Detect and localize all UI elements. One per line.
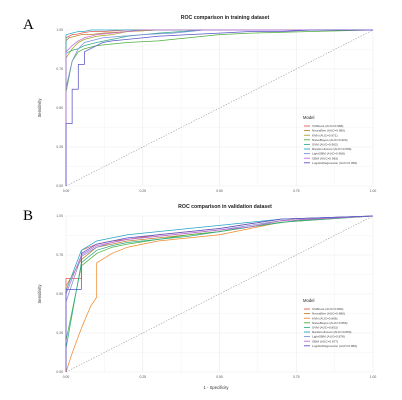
panel-letter-b: B bbox=[23, 208, 33, 224]
chart-title-training: ROC comparison in training dataset bbox=[181, 15, 270, 21]
roc-panel-validation: B ROC comparison in validation dataset S… bbox=[23, 204, 376, 390]
y-tick-label: 0.00 bbox=[56, 184, 63, 188]
roc-curves-training bbox=[65, 29, 374, 186]
roc-panel-training: A ROC comparison in training dataset Sen… bbox=[23, 15, 376, 193]
legend-title: Model bbox=[303, 115, 314, 120]
legend-entry: RandomForest (AUC=0.996) bbox=[312, 147, 351, 151]
panel-letter-a: A bbox=[23, 17, 34, 33]
legend-entry: LightGBM (AUC=0.878) bbox=[312, 335, 345, 339]
y-tick-label: 0.50 bbox=[56, 292, 63, 296]
legend-entry: NaiveBayes (AUC=0.929) bbox=[312, 138, 348, 142]
legend-entry: LogisticRegression (AUC=0.950) bbox=[312, 161, 357, 165]
y-tick-label: 0.75 bbox=[56, 67, 63, 71]
legend-entry: NeuralNet (AUC=0.880) bbox=[312, 312, 345, 316]
legend-title: Model bbox=[303, 298, 314, 303]
legend-entry: GBM (AUC=0.983) bbox=[312, 156, 338, 160]
legend-entry: GBM (AUC=0.877) bbox=[312, 339, 338, 343]
legend-entry: NeuralNet (AUC=0.980) bbox=[312, 129, 345, 133]
legend-entry: XGBoost (AUC=0.890) bbox=[312, 307, 343, 311]
diagonal-reference-line bbox=[65, 215, 374, 373]
roc-curve bbox=[65, 29, 373, 186]
y-axis-label-validation: Sensitivity bbox=[37, 284, 42, 304]
x-tick-label: 0.25 bbox=[139, 375, 146, 379]
roc-curve bbox=[65, 29, 373, 186]
legend-entry: XGBoost (AUC=0.988) bbox=[312, 124, 343, 128]
roc-curve bbox=[65, 215, 374, 372]
x-tick-label: 0.00 bbox=[63, 375, 70, 379]
x-tick-label: 0.50 bbox=[216, 189, 223, 193]
legend-entry: SVM (AUC=0.853) bbox=[312, 326, 338, 330]
y-tick-label: 1.00 bbox=[56, 28, 63, 32]
y-tick-label: 0.75 bbox=[56, 253, 63, 257]
axis-ticks-training: 0.00 0.25 0.50 0.75 1.00 0.00 0.25 0.50 0.75 1.00 bbox=[56, 28, 376, 193]
legend-validation: Model XGBoost (AUC=0.890)NeuralNet (AUC=… bbox=[303, 298, 357, 348]
roc-curve bbox=[65, 215, 374, 373]
roc-curves-validation bbox=[65, 215, 374, 373]
roc-curve bbox=[65, 29, 373, 186]
legend-entry: LightGBM (AUC=0.968) bbox=[312, 152, 345, 156]
y-axis-label-training: Sensitivity bbox=[37, 98, 42, 118]
chart-title-validation: ROC comparison in validation dataset bbox=[178, 204, 272, 210]
x-axis-label-validation: 1 - Specificity bbox=[204, 385, 230, 390]
legend-entry: KNN (AUC=0.806) bbox=[312, 316, 338, 320]
legend-training: Model XGBoost (AUC=0.988)NeuralNet (AUC=… bbox=[303, 115, 357, 165]
legend-entry: RandomForest (AUC=0.893) bbox=[312, 330, 351, 334]
x-tick-label: 0.75 bbox=[293, 189, 300, 193]
y-tick-label: 0.25 bbox=[56, 145, 63, 149]
y-tick-label: 0.50 bbox=[56, 106, 63, 110]
roc-curve bbox=[65, 29, 373, 186]
roc-curve bbox=[65, 29, 373, 186]
x-tick-label: 0.50 bbox=[216, 375, 223, 379]
legend-entry: LogisticRegression (AUC=0.882) bbox=[312, 344, 357, 348]
legend-entry: KNN (AUC=0.971) bbox=[312, 133, 338, 137]
legend-entry: NaiveBayes (AUC=0.856) bbox=[312, 321, 348, 325]
roc-curve bbox=[65, 29, 373, 186]
y-tick-label: 0.25 bbox=[56, 331, 63, 335]
axis-ticks-validation: 0.00 0.25 0.50 0.75 1.00 0.00 0.25 0.50 0.75 1.00 bbox=[56, 214, 376, 379]
y-tick-label: 0.00 bbox=[56, 370, 63, 374]
x-tick-label: 0.25 bbox=[139, 189, 146, 193]
x-tick-label: 1.00 bbox=[370, 189, 377, 193]
legend-entry: SVM (AUC=0.962) bbox=[312, 143, 338, 147]
roc-curve bbox=[65, 215, 374, 372]
x-tick-label: 0.75 bbox=[293, 375, 300, 379]
x-tick-label: 0.00 bbox=[63, 189, 70, 193]
roc-curve bbox=[65, 215, 374, 372]
x-tick-label: 1.00 bbox=[370, 375, 377, 379]
diagonal-reference-line bbox=[65, 29, 374, 187]
y-tick-label: 1.00 bbox=[56, 214, 63, 218]
